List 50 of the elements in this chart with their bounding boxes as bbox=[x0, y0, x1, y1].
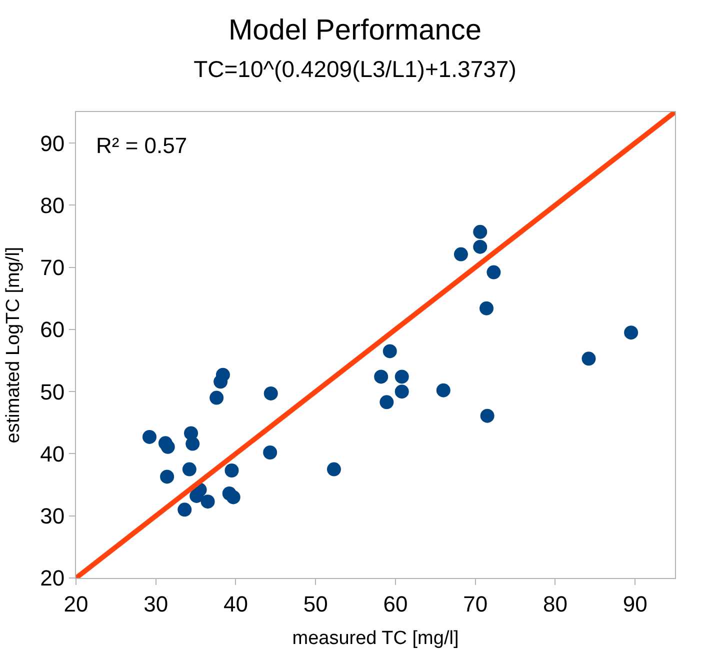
point bbox=[326, 462, 341, 476]
point bbox=[182, 462, 196, 476]
y-tick-label: 20 bbox=[40, 566, 65, 591]
x-tick-label: 90 bbox=[622, 591, 648, 616]
point bbox=[224, 464, 239, 478]
point bbox=[160, 440, 175, 454]
point bbox=[382, 344, 397, 358]
point bbox=[480, 301, 494, 316]
x-axis-title: measured TC [mg/l] bbox=[292, 628, 459, 650]
point bbox=[473, 224, 488, 239]
chart-title: Model Performance bbox=[228, 14, 482, 46]
point bbox=[394, 384, 409, 399]
point bbox=[264, 386, 278, 400]
point bbox=[380, 395, 394, 410]
point bbox=[454, 247, 468, 262]
point bbox=[186, 436, 200, 451]
point bbox=[160, 470, 174, 484]
x-tick-label: 80 bbox=[542, 591, 568, 616]
point bbox=[210, 390, 224, 405]
point bbox=[394, 370, 409, 384]
y-tick-label: 90 bbox=[40, 130, 65, 156]
point bbox=[226, 490, 240, 504]
point bbox=[582, 352, 596, 366]
chart-subtitle: TC=10^(0.4209(L3/L1)+1.3737) bbox=[194, 56, 516, 82]
point bbox=[624, 326, 638, 340]
point bbox=[142, 430, 156, 444]
y-tick-label: 30 bbox=[40, 504, 65, 529]
y-tick-label: 70 bbox=[40, 255, 65, 280]
y-tick-label: 50 bbox=[40, 379, 65, 404]
point bbox=[436, 383, 450, 398]
x-tick-label: 50 bbox=[303, 591, 328, 616]
point bbox=[486, 265, 501, 280]
x-tick-label: 20 bbox=[64, 591, 88, 616]
point bbox=[473, 240, 488, 254]
x-tick-label: 60 bbox=[383, 591, 408, 616]
point bbox=[263, 445, 278, 460]
y-axis-title: estimated LogTC [mg/l] bbox=[2, 246, 24, 444]
y-tick-label: 40 bbox=[40, 441, 65, 466]
point bbox=[480, 408, 494, 423]
point bbox=[200, 494, 215, 509]
point bbox=[374, 370, 388, 384]
x-tick-label: 40 bbox=[223, 591, 248, 616]
y-tick-label: 60 bbox=[40, 317, 65, 342]
point bbox=[214, 374, 228, 389]
x-tick-label: 30 bbox=[144, 591, 168, 616]
annotation: R² = 0.57 bbox=[96, 133, 188, 158]
point bbox=[190, 488, 204, 503]
x-tick-label: 70 bbox=[463, 591, 488, 616]
y-tick-label: 80 bbox=[40, 192, 65, 218]
point bbox=[178, 502, 192, 517]
